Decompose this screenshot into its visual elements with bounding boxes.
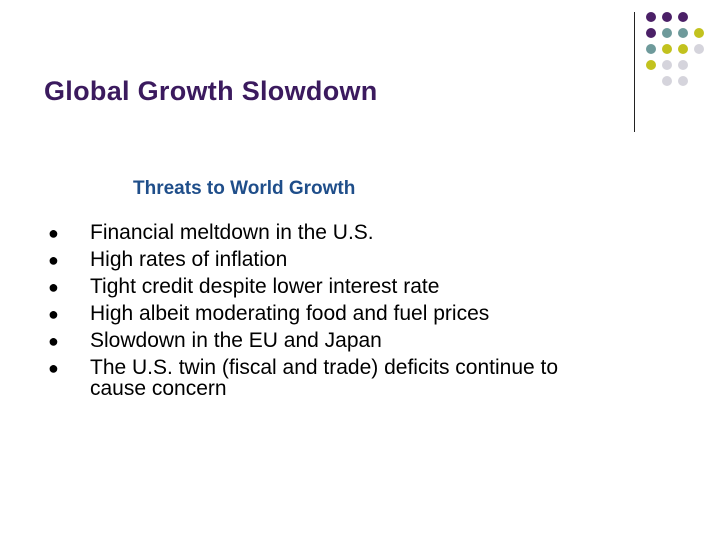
decorative-dot bbox=[662, 44, 672, 54]
list-item: ● High rates of inflation bbox=[48, 249, 608, 270]
decorative-dot-grid bbox=[0, 0, 728, 140]
decorative-dot bbox=[646, 44, 656, 54]
list-item: ● The U.S. twin (fiscal and trade) defici… bbox=[48, 357, 608, 399]
decorative-dot bbox=[646, 60, 656, 70]
slide-title: Global Growth Slowdown bbox=[44, 76, 378, 106]
decorative-dot bbox=[646, 12, 656, 22]
list-item-text: Slowdown in the EU and Japan bbox=[90, 329, 382, 352]
decorative-dot bbox=[662, 28, 672, 38]
decorative-dot bbox=[694, 44, 704, 54]
list-item-text: High rates of inflation bbox=[90, 248, 288, 271]
bullet-list: ● Financial meltdown in the U.S. ● High ra… bbox=[48, 222, 608, 405]
slide-subtitle: Threats to World Growth bbox=[133, 178, 356, 199]
decorative-dot bbox=[678, 28, 688, 38]
list-item-text: High albeit moderating food and fuel pri… bbox=[90, 302, 490, 325]
list-item-text: The U.S. twin (fiscal and trade) deficit… bbox=[90, 356, 559, 400]
list-item: ● Tight credit despite lower interest rat… bbox=[48, 276, 608, 297]
list-item: ● Slowdown in the EU and Japan bbox=[48, 330, 608, 351]
decorative-dot bbox=[646, 28, 656, 38]
decorative-dot bbox=[678, 12, 688, 22]
list-item-text: Financial meltdown in the U.S. bbox=[90, 221, 374, 244]
bullet-icon: ● bbox=[48, 358, 59, 378]
list-item: ● High albeit moderating food and fuel pr… bbox=[48, 303, 608, 324]
bullet-icon: ● bbox=[48, 250, 59, 270]
decorative-dot bbox=[662, 60, 672, 70]
bullet-icon: ● bbox=[48, 223, 59, 243]
decorative-dot bbox=[678, 60, 688, 70]
bullet-icon: ● bbox=[48, 304, 59, 324]
decorative-dot bbox=[678, 44, 688, 54]
bullet-icon: ● bbox=[48, 331, 59, 351]
decorative-dot bbox=[662, 76, 672, 86]
decorative-dot bbox=[662, 12, 672, 22]
list-item-text: Tight credit despite lower interest rate bbox=[90, 275, 440, 298]
decorative-vertical-line bbox=[634, 12, 635, 132]
bullet-icon: ● bbox=[48, 277, 59, 297]
decorative-dot bbox=[678, 76, 688, 86]
decorative-dot bbox=[694, 28, 704, 38]
list-item: ● Financial meltdown in the U.S. bbox=[48, 222, 608, 243]
